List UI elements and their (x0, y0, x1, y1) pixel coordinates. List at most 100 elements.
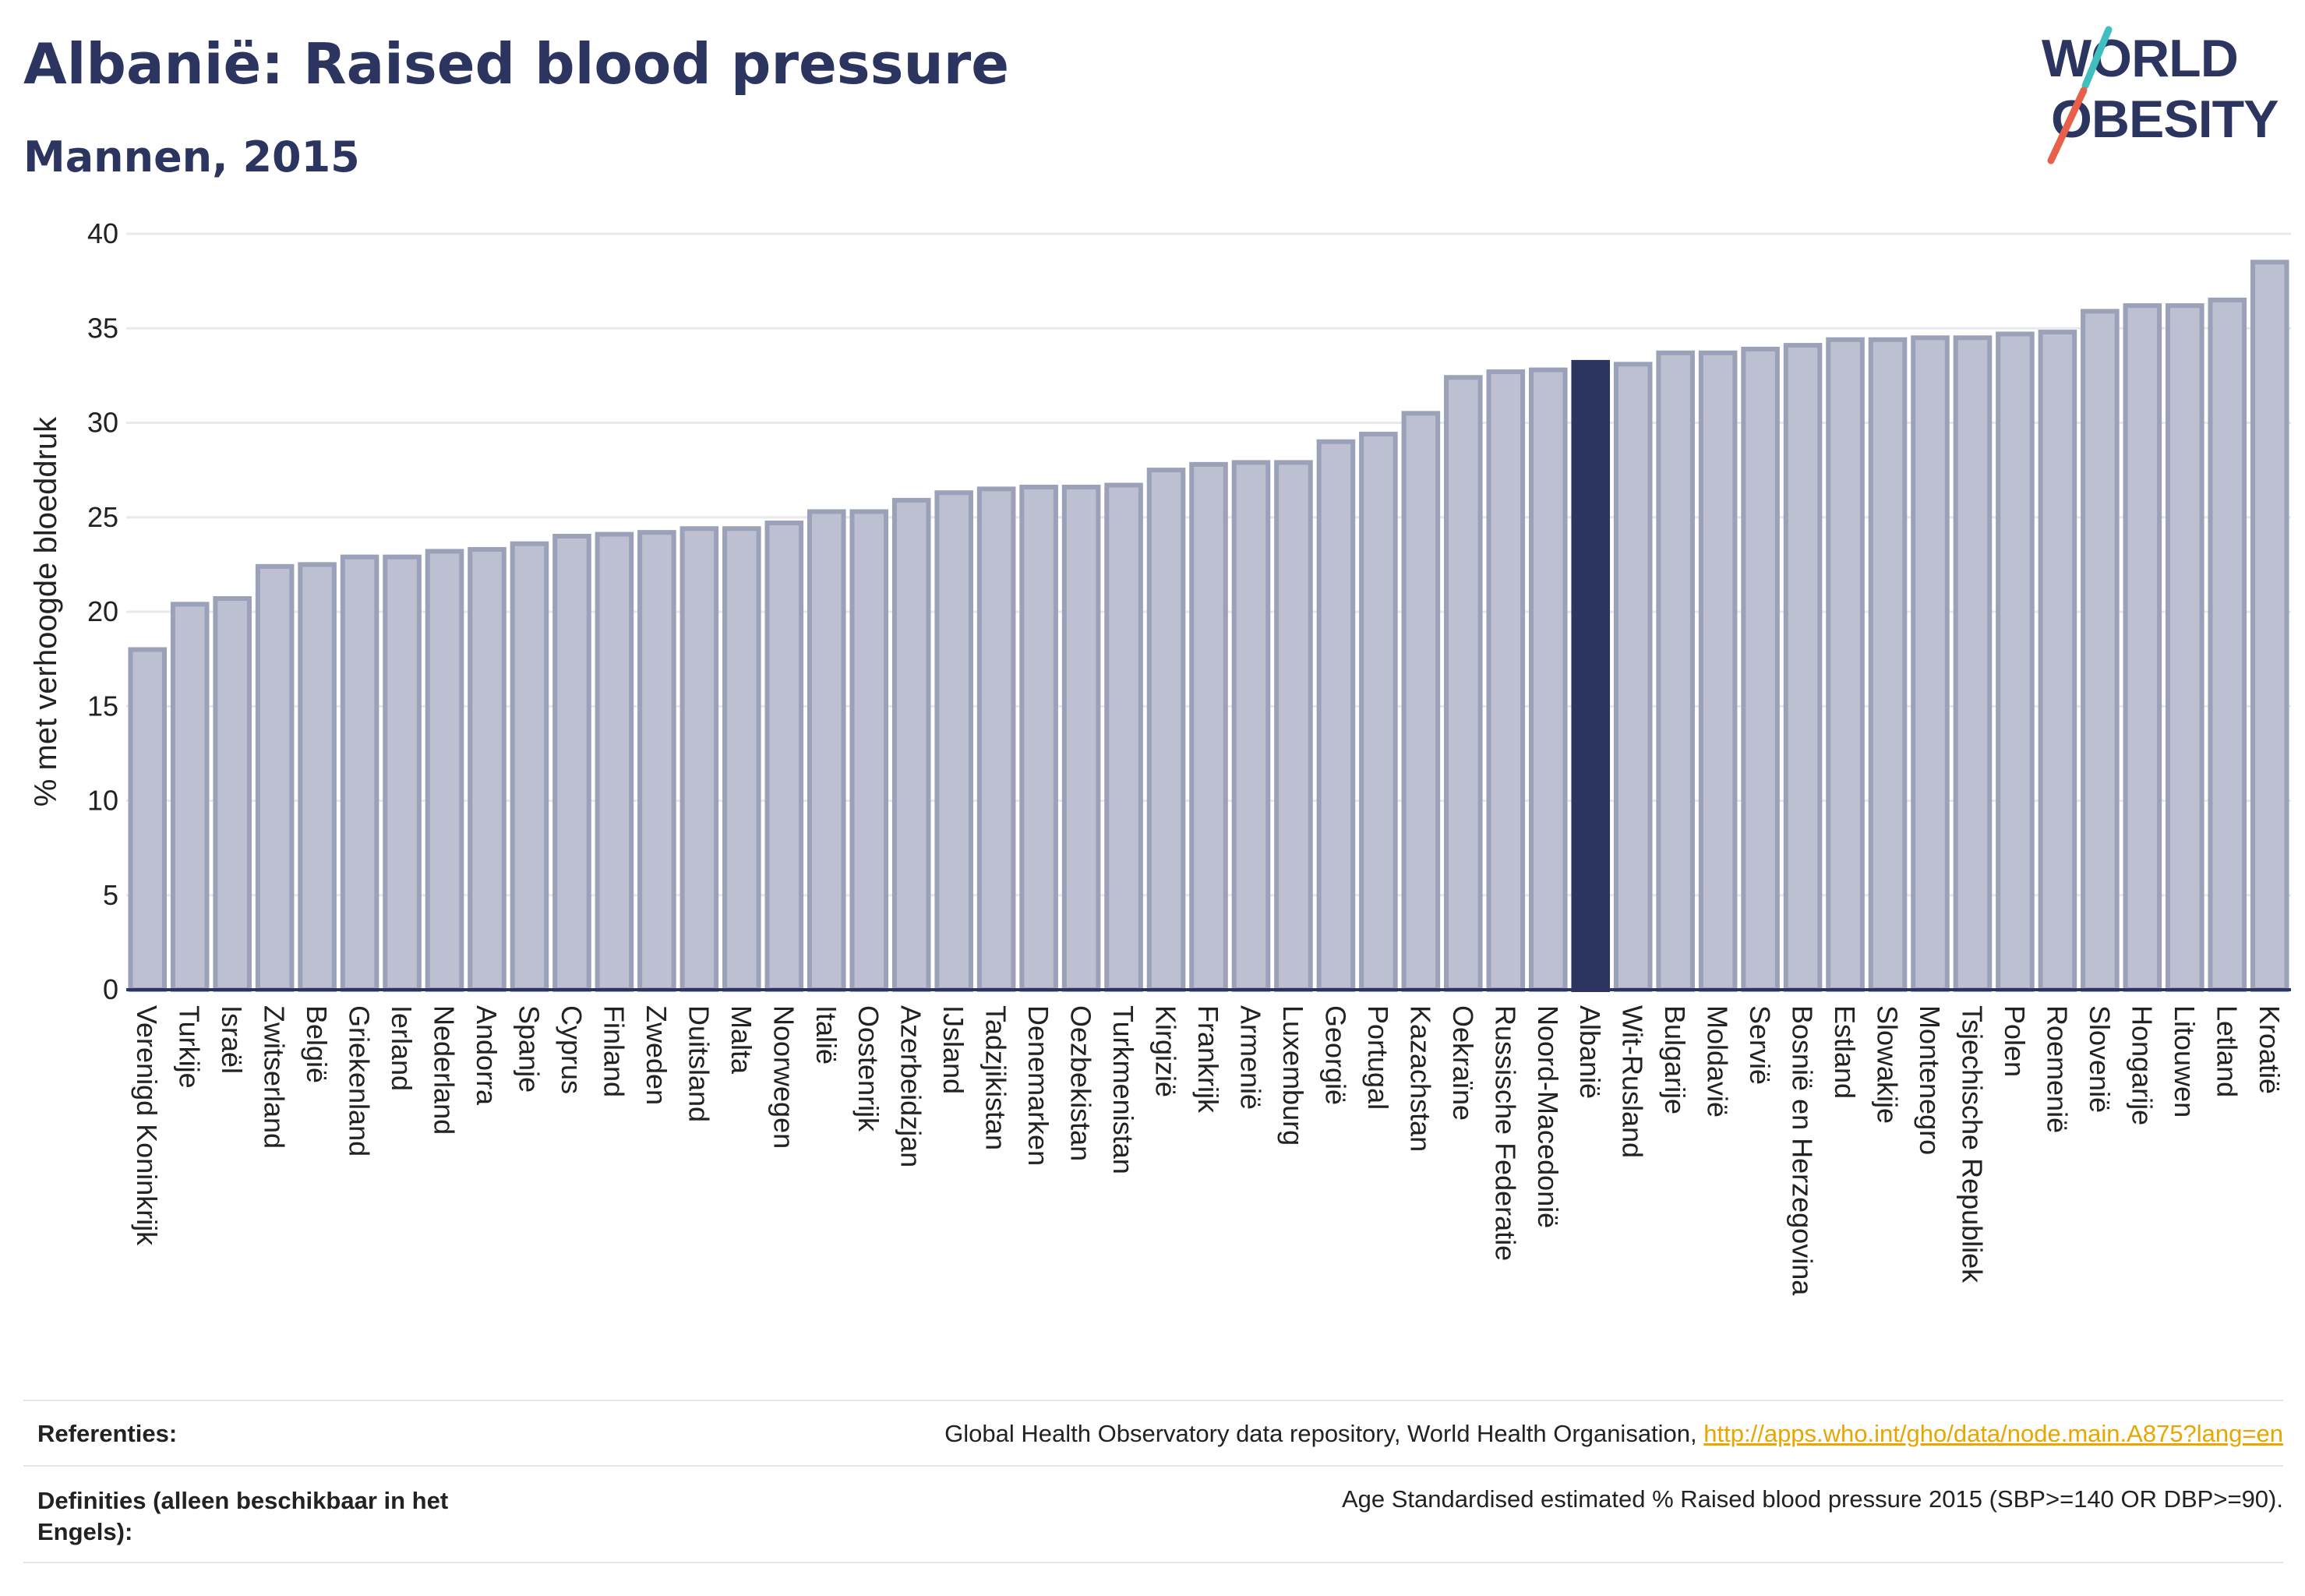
bar (1826, 337, 1865, 992)
bar (383, 554, 422, 992)
x-tick-label: Georgië (1319, 1005, 1351, 1105)
bar (510, 541, 549, 992)
bar (1231, 460, 1271, 992)
footer-divider-middle (23, 1465, 2283, 1467)
y-tick-label: 10 (87, 785, 118, 817)
x-tick-label: Moldavië (1702, 1005, 1734, 1118)
x-tick-label: Litouwen (2169, 1005, 2201, 1118)
bar (128, 647, 168, 992)
bar (1528, 367, 1568, 993)
x-tick-label: Roemenië (2041, 1005, 2073, 1133)
footer-divider-top (23, 1400, 2283, 1401)
x-tick-label: Noord-Macedonië (1532, 1005, 1564, 1228)
x-tick-label: Oezbekistan (1065, 1005, 1097, 1161)
bar (255, 563, 295, 992)
bar (213, 596, 252, 993)
bar (807, 509, 846, 992)
chart-subtitle: Mannen, 2015 (23, 132, 360, 182)
bar (637, 530, 676, 992)
bar (2250, 260, 2289, 992)
references-text: Global Health Observatory data repositor… (944, 1420, 1697, 1447)
x-tick-label: Finland (598, 1005, 630, 1097)
x-tick-label: IJsland (937, 1005, 969, 1094)
bar (722, 526, 761, 992)
x-tick-label: Andorra (471, 1005, 503, 1106)
x-axis-ticks: Verenigd Koninkrijk Turkije Israël Zwitserl… (131, 1005, 2286, 1296)
x-tick-label: Albanië (1574, 1005, 1606, 1099)
definitions-label: Definities (alleen beschikbaar in het En… (37, 1487, 449, 1545)
chart-title: Albanië: Raised blood pressure (23, 31, 1010, 97)
references-value: Global Health Observatory data repositor… (944, 1420, 2283, 1448)
x-tick-label: België (301, 1005, 333, 1083)
bar (1741, 346, 1780, 992)
bar (595, 531, 634, 992)
bar (1104, 482, 1143, 992)
bar (849, 509, 889, 992)
bar (1146, 468, 1186, 992)
x-tick-label: Israël (216, 1005, 248, 1074)
bar (1019, 484, 1058, 992)
bar (1911, 335, 1950, 992)
bar (340, 554, 379, 992)
x-tick-label: Verenigd Koninkrijk (131, 1005, 163, 1246)
logo-text-world: WORLD (2042, 29, 2238, 88)
x-tick-label: Armenië (1234, 1005, 1266, 1110)
bar (2208, 297, 2247, 992)
x-tick-label: Ierland (386, 1005, 418, 1091)
x-tick-label: Kroatië (2254, 1005, 2286, 1094)
bar (170, 602, 210, 992)
y-tick-label: 20 (87, 595, 118, 627)
bar (1401, 411, 1441, 992)
x-tick-label: Turkije (174, 1005, 206, 1089)
bar (976, 486, 1016, 992)
x-tick-label: Malta (725, 1005, 757, 1075)
bar (298, 562, 337, 992)
y-tick-label: 30 (87, 407, 118, 439)
bar (1189, 461, 1228, 992)
x-tick-label: Wit-Rusland (1617, 1005, 1649, 1158)
logo-slash-red (2047, 87, 2088, 164)
x-tick-label: Noorwegen (768, 1005, 800, 1149)
x-tick-label: Turkmenistan (1107, 1005, 1139, 1174)
logo-slash-teal (2081, 26, 2113, 90)
x-tick-label: Cyprus (556, 1005, 588, 1094)
bar (1061, 484, 1101, 992)
bar (2123, 303, 2162, 992)
bar (1698, 350, 1738, 992)
bar (1953, 335, 1993, 992)
x-tick-label: Portugal (1362, 1005, 1394, 1110)
x-tick-label: Azerbeidzjan (895, 1005, 927, 1167)
x-tick-label: Montenegro (1914, 1005, 1946, 1155)
x-tick-label: Griekenland (344, 1005, 376, 1156)
x-tick-label: Slovenië (2084, 1005, 2116, 1113)
references-row: Referenties: Global Health Observatory d… (23, 1420, 2283, 1451)
bar (2166, 303, 2204, 992)
bar-chart: 0 5 10 15 20 25 30 35 40 Verenigd Koninkrijk Turk… (29, 217, 2291, 1296)
references-link[interactable]: http://apps.who.int/gho/data/node.main.A… (1703, 1420, 2283, 1447)
x-tick-label: Tadzjikistan (980, 1005, 1012, 1150)
x-tick-label: Luxemburg (1277, 1005, 1309, 1146)
y-tick-label: 40 (87, 217, 118, 249)
bar (1486, 369, 1526, 992)
x-tick-label: Kirgizië (1150, 1005, 1182, 1097)
bar (1316, 439, 1356, 992)
x-tick-label: Denemarken (1022, 1005, 1054, 1166)
x-tick-label: Frankrijk (1192, 1005, 1224, 1114)
bar (1359, 432, 1398, 992)
x-tick-label: Slowakije (1872, 1005, 1904, 1124)
x-tick-label: Nederland (429, 1005, 461, 1135)
bar (1613, 362, 1653, 992)
footer-divider-bottom (23, 1562, 2283, 1563)
bar (1274, 460, 1313, 992)
x-tick-label: Tsjechische Republiek (1956, 1005, 1988, 1284)
x-tick-label: Servië (1744, 1005, 1776, 1085)
bar (934, 490, 973, 992)
logo-text-obesity: OBESITY (2051, 90, 2279, 149)
bar (1868, 337, 1908, 992)
references-label: Referenties: (37, 1420, 178, 1447)
x-tick-label: Spanje (513, 1005, 545, 1093)
y-tick-label: 25 (87, 501, 118, 533)
x-tick-label: Oostenrijk (852, 1005, 884, 1132)
bar (679, 526, 719, 992)
definitions-row: Definities (alleen beschikbaar in het En… (23, 1485, 2283, 1555)
